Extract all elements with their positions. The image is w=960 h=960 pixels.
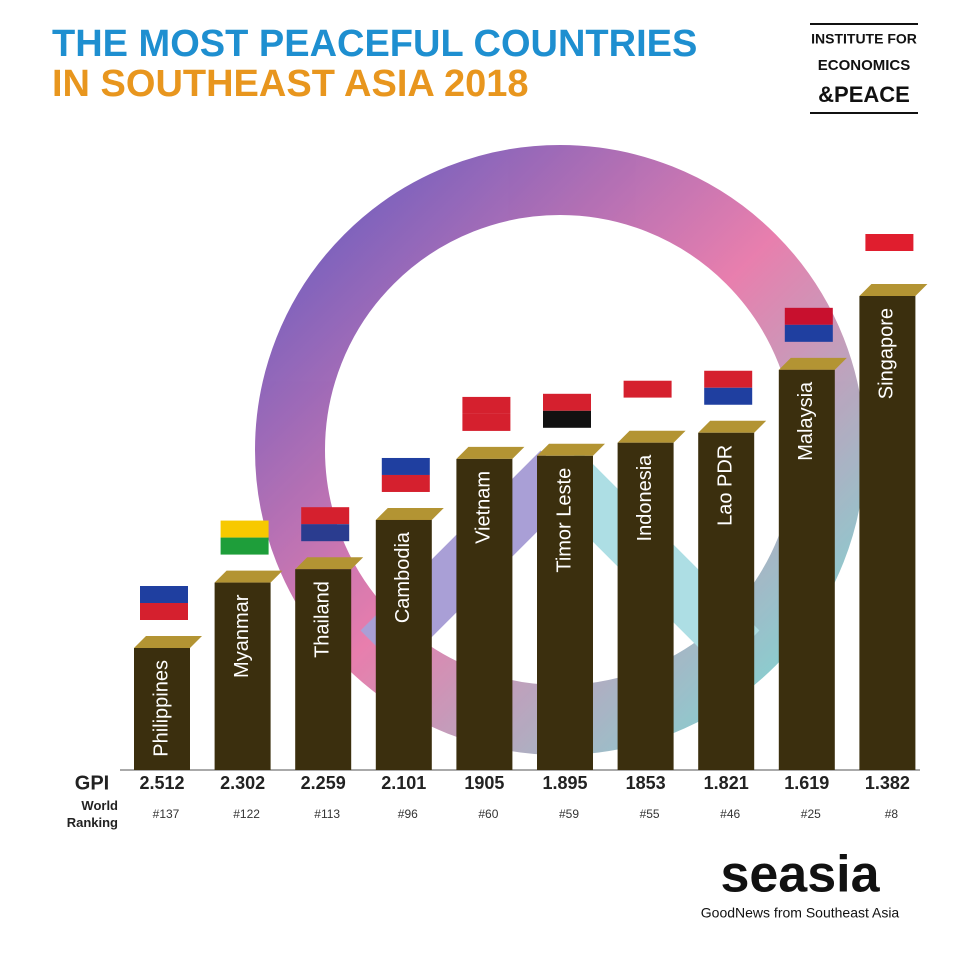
flag: [140, 603, 188, 620]
flag: [301, 507, 350, 525]
title: THE MOST PEACEFUL COUNTRIES: [52, 23, 697, 65]
category-label: Cambodia: [392, 531, 414, 623]
flag: [381, 457, 430, 475]
value-label: 2.259: [301, 773, 346, 793]
ranking-label: #96: [398, 807, 418, 821]
bar-cap: [134, 636, 202, 648]
flag: [301, 524, 350, 542]
bar-cap: [456, 446, 525, 459]
bar-cap: [617, 430, 686, 443]
bar: [456, 458, 513, 770]
category-label: Vietnam: [473, 471, 495, 544]
bar: [698, 432, 755, 770]
brand-name: seasia: [720, 846, 880, 904]
flag: [140, 586, 188, 603]
category-label: Thailand: [311, 581, 333, 658]
category-label: Malaysia: [795, 381, 817, 461]
flag: [784, 307, 833, 325]
value-label: 2.101: [381, 773, 426, 793]
logo-text: ECONOMICS: [818, 57, 911, 74]
bar-cap: [778, 357, 847, 370]
value-label: 1.382: [865, 773, 910, 793]
ranking-label: #60: [478, 807, 498, 821]
bar: [375, 519, 432, 770]
value-label: 1905: [464, 773, 504, 793]
logo-text: &PEACE: [818, 82, 910, 107]
ranking-label: #113: [314, 807, 340, 821]
bar: [295, 569, 352, 770]
flag: [462, 413, 511, 431]
subtitle: IN SOUTHEAST ASIA 2018: [52, 63, 529, 105]
value-label: 2.512: [139, 773, 184, 793]
bar-cap: [214, 570, 283, 583]
category-label: Lao PDR: [714, 445, 736, 526]
category-label: Myanmar: [231, 594, 253, 678]
flag: [543, 393, 591, 411]
flag: [784, 324, 833, 342]
bar: [778, 369, 835, 770]
category-label: Singapore: [876, 308, 898, 399]
bar-cap: [375, 507, 444, 520]
flag: [623, 397, 672, 415]
ranking-label: #55: [640, 807, 660, 821]
flag: [704, 387, 753, 405]
value-name: GPI: [75, 772, 109, 794]
bar: [859, 296, 916, 770]
category-label: Philippines: [150, 660, 172, 757]
bar-cap: [698, 420, 767, 433]
bar: [537, 455, 593, 770]
flag: [381, 474, 430, 492]
ranking-label: #8: [885, 807, 899, 821]
bar-cap: [537, 443, 605, 456]
flag: [704, 370, 753, 388]
ranking-name: World Ranking: [66, 798, 118, 830]
flag: [865, 234, 914, 251]
flag: [623, 380, 672, 398]
category-label: Indonesia: [634, 454, 656, 542]
category-label: Timor Leste: [553, 468, 575, 573]
bar: [134, 648, 190, 770]
flag: [462, 396, 511, 414]
value-label: 1.821: [704, 773, 749, 793]
value-label: 1.619: [784, 773, 829, 793]
brand-tagline: GoodNews from Southeast Asia: [701, 905, 900, 921]
flag: [865, 251, 914, 268]
ranking-label: #137: [153, 807, 180, 821]
bar: [617, 442, 674, 770]
bar: [214, 582, 271, 770]
logo-text: INSTITUTE FOR: [811, 31, 917, 47]
value-label: 1.895: [542, 773, 587, 793]
flag: [543, 410, 591, 428]
value-label: 2.302: [220, 773, 265, 793]
flag: [220, 520, 269, 538]
bar-cap: [859, 284, 928, 296]
value-label: 1853: [626, 773, 666, 793]
ranking-label: #25: [801, 807, 821, 821]
ranking-label: #46: [720, 807, 740, 821]
ranking-label: #59: [559, 807, 579, 821]
ranking-label: #122: [233, 807, 260, 821]
bar-cap: [295, 557, 364, 570]
flag: [220, 537, 269, 555]
